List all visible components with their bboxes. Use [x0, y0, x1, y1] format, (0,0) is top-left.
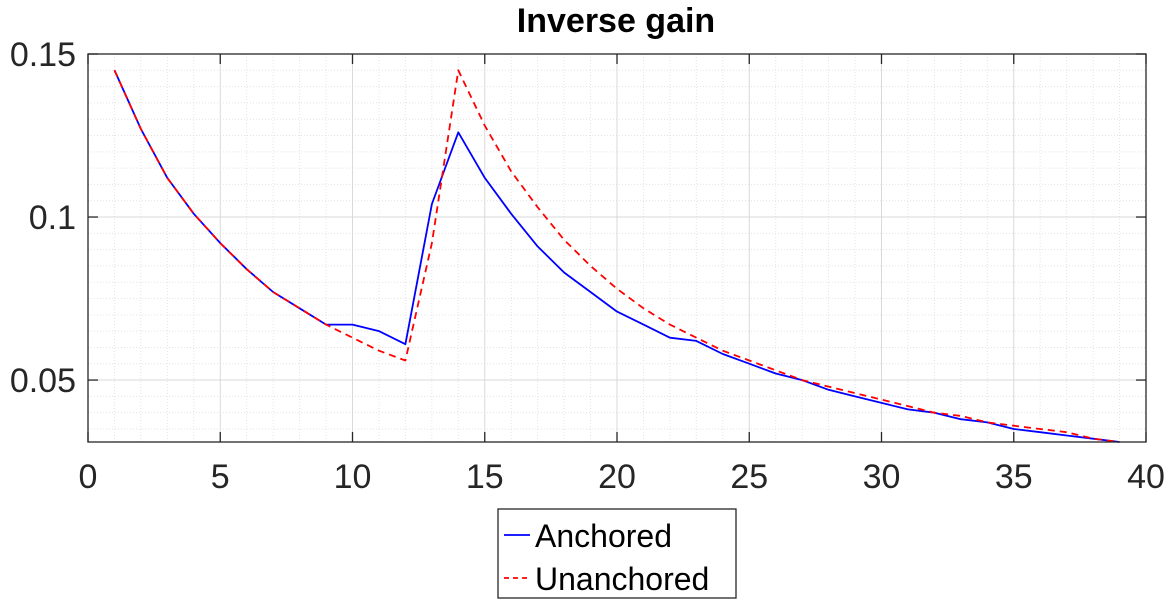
legend-label-anchored: Anchored — [535, 518, 672, 554]
legend-box — [497, 508, 737, 599]
legend-label-unanchored: Unanchored — [535, 561, 709, 597]
x-tick-label: 10 — [334, 458, 372, 496]
x-tick-label: 0 — [79, 458, 98, 496]
x-tick-label: 35 — [995, 458, 1033, 496]
x-tick-label: 15 — [466, 458, 504, 496]
series-line-anchored — [113, 69, 1120, 443]
axis-ticks — [87, 53, 1147, 442]
chart-title: Inverse gain — [517, 2, 715, 40]
x-tick-label: 40 — [1127, 458, 1165, 496]
legend: Anchored Unanchored — [497, 508, 737, 599]
series-layer — [113, 69, 1120, 443]
x-tick-label: 25 — [730, 458, 768, 496]
y-tick-label: 0.05 — [10, 362, 76, 400]
x-tick-label: 5 — [211, 458, 230, 496]
tick-labels: 0 5 10 15 20 25 30 35 40 0.05 0.1 0.15 — [10, 36, 1165, 496]
major-grid — [88, 53, 1146, 442]
y-tick-label: 0.1 — [29, 199, 76, 237]
y-tick-label: 0.15 — [10, 36, 76, 74]
x-tick-label: 20 — [598, 458, 636, 496]
x-tick-label: 30 — [863, 458, 901, 496]
